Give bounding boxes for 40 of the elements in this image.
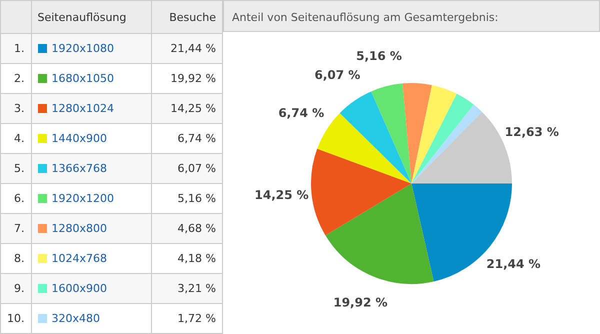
text: 8. [0,244,31,274]
legend-label: 1366x768 [52,162,107,175]
legend-label: 1280x800 [52,222,107,235]
data-label: 4,68 % [152,214,222,244]
legend-title: Seitenauflösung [31,0,152,34]
data-label: 4,18 % [152,244,222,274]
text: Besuche [152,0,222,34]
text: 14,25 % [170,102,216,115]
data-label: 19,92 % [333,296,388,310]
text: 10. [0,304,31,334]
text: 6. [0,184,31,214]
legend-label: 1024x768 [52,252,107,265]
legend-label: 1280x1024 [52,102,114,115]
data-label: 5,16 % [356,49,402,64]
text: 4. [0,124,31,154]
legend-label: 1600x900 [52,282,107,295]
text: 9. [0,274,31,304]
text: 6,07 % [178,162,216,175]
text: 6,74 % [178,132,216,145]
text: 21,44 % [170,42,216,55]
chart-title: Anteil von Seitenauflösung am Gesamtergebnis: [223,0,600,32]
text: 5,16 % [178,192,216,205]
data-label: 1,72 % [152,304,222,334]
text: 3. [0,94,31,124]
text: 2. [0,64,31,94]
legend-label: 1920x1200 [52,192,114,205]
legend-label: 320x480 [52,312,100,325]
legend-label: 1440x900 [52,132,107,145]
text: 5. [0,154,31,184]
text: 19,92 % [170,72,216,85]
data-label: 12,63 % [504,125,559,140]
text: 1. [0,34,31,64]
data-label: 21,44 % [486,257,541,272]
legend-label: 1920x1080 [52,42,114,55]
data-label: 14,25 % [254,188,309,202]
data-label: 6,07 % [314,68,360,82]
data-label: 6,74 % [278,106,324,120]
data-label: 3,21 % [152,274,222,304]
legend-label: 1680x1050 [52,72,114,85]
text: 7. [0,214,31,244]
